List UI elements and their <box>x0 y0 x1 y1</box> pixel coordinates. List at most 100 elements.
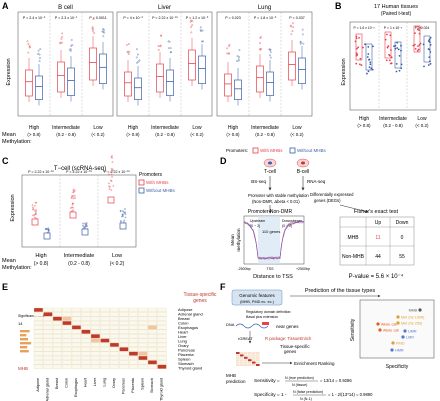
heatmap-cell <box>90 312 101 317</box>
panel-c-point <box>34 210 36 212</box>
heatmap-cell <box>147 329 158 334</box>
tissue-specific-label: Tissue-specific <box>280 344 310 349</box>
heatmap-cell <box>71 307 82 313</box>
panel-b-point <box>429 51 432 53</box>
heatmap-cell <box>33 360 44 365</box>
heatmap-cell <box>81 320 91 326</box>
panel-c-point <box>46 228 48 230</box>
panel-c-mean-label: Mean <box>2 258 16 264</box>
outlier-point <box>228 52 231 55</box>
panel-b-point <box>389 34 392 37</box>
panel-b-point <box>388 59 391 62</box>
heatmap-cell <box>157 316 167 321</box>
panel-c-point <box>122 211 125 214</box>
heatmap-cell <box>109 334 120 339</box>
fisher-nonmhb-up: 44 <box>375 254 381 260</box>
panel-b-point <box>356 47 358 50</box>
outlier-point <box>226 47 229 50</box>
heatmap-cell <box>33 347 44 352</box>
panel-b-pvalue: P = 1 x 10⁻³ <box>384 26 403 30</box>
panel-a-box-mhb-box <box>224 73 232 97</box>
panel-c-point <box>109 186 111 188</box>
panel-c-point <box>47 229 50 232</box>
panel-b-point <box>427 40 430 42</box>
heatmap-cell <box>128 307 139 313</box>
heatmap-cell <box>81 351 91 356</box>
scatter-point <box>396 315 400 319</box>
panel-c-point <box>72 197 75 200</box>
panel-b-point <box>369 61 372 64</box>
panel-c-point <box>85 225 87 228</box>
outlier-point <box>236 55 239 57</box>
legend-c-with-swatch <box>138 179 145 186</box>
tissue-column-label: Thyroid gland <box>159 378 163 401</box>
outlier-point <box>101 30 104 33</box>
scatter-point-label: PMD <box>396 342 405 346</box>
panel-c-category-range: (< 0.2) <box>110 261 125 267</box>
outlier-point <box>269 56 272 59</box>
panel-b-point <box>371 68 374 71</box>
heatmap-cell <box>100 360 110 365</box>
heatmap-cell <box>81 307 91 313</box>
heatmap-cell <box>90 320 101 326</box>
heatmap-cell <box>119 342 129 347</box>
tissue-row-label: Breast <box>178 316 190 321</box>
tissue-column-label: Pancreas <box>121 378 125 394</box>
tissue-specific-label-2: genes <box>284 349 297 354</box>
outlier-point <box>167 40 170 43</box>
panel-c-legend-with: With MHBs <box>146 180 169 185</box>
heatmap-cell <box>157 338 167 343</box>
specificity-value: = 1 - 2/(13*14) = 0.9890 <box>328 392 373 397</box>
heatmap-cell <box>100 329 110 334</box>
heatmap-cell <box>128 364 139 369</box>
genes-label: 110 genes <box>262 229 280 234</box>
outlier-point <box>69 48 72 51</box>
panel-a-legend-title: Promoters: <box>226 148 248 153</box>
deg-text: Differentially expressed <box>310 192 354 197</box>
panel-b-point <box>417 45 419 48</box>
mini-heatmap-cell <box>252 364 256 366</box>
fisher-row-nonmhb: Non-MHB <box>342 254 365 260</box>
panel-c-category-label: Low <box>112 253 122 259</box>
scatter-point <box>391 341 395 345</box>
panel-c-point <box>123 212 126 215</box>
outlier-point <box>37 49 40 52</box>
sensitivity-denominator: N (tissue) <box>292 383 307 387</box>
fisher-mhb-up: 11 <box>375 235 380 241</box>
outlier-point <box>136 61 138 64</box>
heatmap-cell <box>128 329 139 334</box>
xtick-tss: TSS <box>267 267 275 271</box>
tissue-column-label: Lung <box>102 378 106 386</box>
outlier-point <box>160 34 163 37</box>
legend-without-mhb-swatch <box>289 147 296 154</box>
outlier-point <box>289 24 292 27</box>
panel-c-point <box>112 185 115 187</box>
panel-letter-d: D <box>220 156 227 166</box>
panel-c-point <box>83 226 86 229</box>
tissue-column-label: Esophagus <box>74 378 78 397</box>
heatmap-cell <box>90 360 101 365</box>
panel-b-point <box>390 56 393 59</box>
panel-b-point <box>372 45 374 48</box>
panel-b-point <box>398 54 401 57</box>
panel-c-point <box>72 202 74 205</box>
heatmap-cell <box>147 360 158 365</box>
specificity-denominator: N (N-1) <box>300 397 312 401</box>
panel-b-point <box>360 64 363 67</box>
heatmap-cell <box>100 342 110 347</box>
panel-letter-c: C <box>2 156 9 166</box>
outlier-point <box>228 45 231 48</box>
panel-b-point <box>413 43 416 46</box>
mini-heatmap-cell <box>252 361 256 364</box>
panel-b-point <box>428 41 431 43</box>
panel-c-point <box>47 228 50 231</box>
bs-seq-label: BS-seq <box>251 179 266 184</box>
enrichment-mini-heatmap <box>236 352 260 366</box>
panel-b-point <box>369 63 372 66</box>
panel-c-point <box>85 224 88 226</box>
mini-heatmap-cell <box>256 352 260 354</box>
outlier-point <box>28 44 31 47</box>
panel-c-point <box>82 222 84 225</box>
tissue-column-label: Heart <box>83 377 87 387</box>
heatmap-cell <box>100 355 110 361</box>
